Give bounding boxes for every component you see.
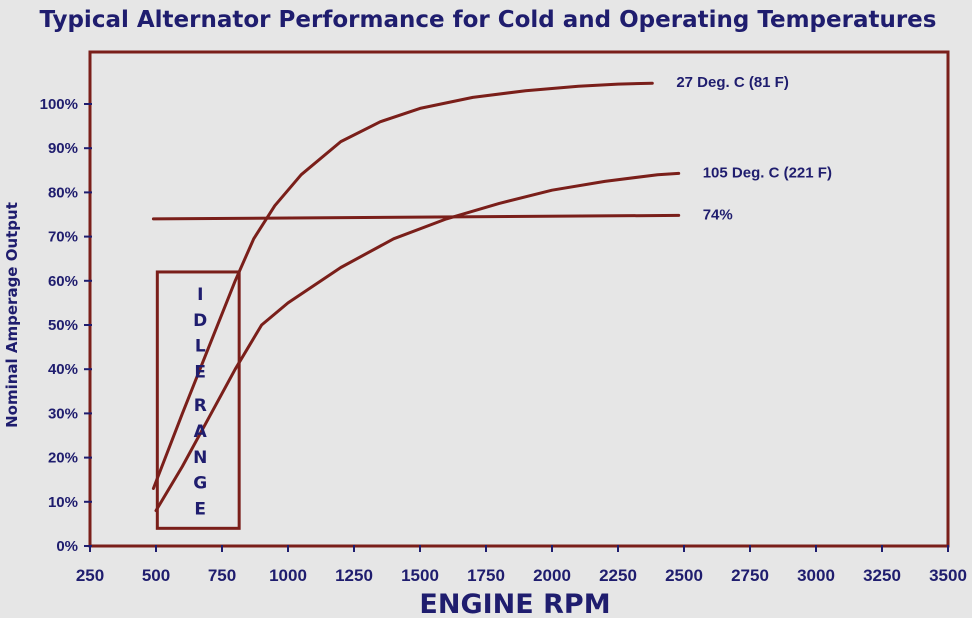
series-label-3: 74% — [703, 206, 733, 223]
y-tick-label: 60% — [48, 273, 78, 290]
idle-range-letter: E — [194, 362, 206, 382]
series-labels: 27 Deg. C (81 F) 105 Deg. C (221 F) 74% — [676, 74, 832, 223]
x-tick-label: 3500 — [929, 566, 967, 585]
series-lines — [151, 81, 681, 513]
chart-title: Typical Alternator Performance for Cold … — [40, 7, 937, 33]
series-line-1 — [151, 81, 654, 490]
y-tick-label: 40% — [48, 361, 78, 378]
idle-range-box — [155, 270, 241, 530]
series-label-2: 105 Deg. C (221 F) — [703, 164, 832, 181]
x-tick-label: 2000 — [533, 566, 571, 585]
idle-range-letter: A — [194, 422, 208, 442]
y-axis-title: Nominal Amperage Output — [3, 202, 21, 428]
x-tick-label: 2750 — [731, 566, 769, 585]
idle-range-letter: R — [194, 396, 207, 416]
plot-frame — [88, 50, 950, 548]
x-axis-title: ENGINE RPM — [419, 589, 610, 618]
x-tick-label: 3250 — [863, 566, 901, 585]
x-tick-label: 1000 — [269, 566, 307, 585]
y-axis: 0% 10% 20% 30% 40% 50% 60% 70% 80% 90% 100% — [40, 96, 92, 555]
x-tick-label: 1250 — [335, 566, 373, 585]
idle-range-letter: G — [193, 474, 207, 494]
x-axis: 250 500 750 1000 1250 1500 1750 2000 2250 2500 275… — [76, 545, 967, 585]
y-tick-label: 90% — [48, 140, 78, 157]
x-tick-label: 1500 — [401, 566, 439, 585]
y-tick-label: 70% — [48, 229, 78, 246]
idle-range-letter: N — [193, 448, 207, 468]
x-tick-label: 250 — [76, 566, 104, 585]
y-tick-label: 50% — [48, 317, 78, 334]
x-tick-label: 500 — [142, 566, 170, 585]
idle-range-letter: I — [197, 285, 203, 305]
x-tick-label: 3000 — [797, 566, 835, 585]
x-tick-label: 2500 — [665, 566, 703, 585]
y-tick-label: 100% — [40, 96, 78, 113]
series-label-1: 27 Deg. C (81 F) — [676, 74, 789, 91]
idle-range-letter: E — [194, 500, 206, 520]
series-line-3 — [151, 213, 681, 221]
series-line-2 — [154, 171, 681, 513]
y-tick-label: 80% — [48, 184, 78, 201]
x-tick-label: 2250 — [599, 566, 637, 585]
idle-range-letter: D — [193, 311, 207, 331]
x-tick-label: 1750 — [467, 566, 505, 585]
y-tick-label: 30% — [48, 405, 78, 422]
idle-range-letter: L — [195, 337, 206, 357]
y-tick-label: 0% — [56, 538, 78, 555]
y-tick-label: 20% — [48, 450, 78, 467]
x-tick-label: 750 — [208, 566, 236, 585]
y-tick-label: 10% — [48, 494, 78, 511]
